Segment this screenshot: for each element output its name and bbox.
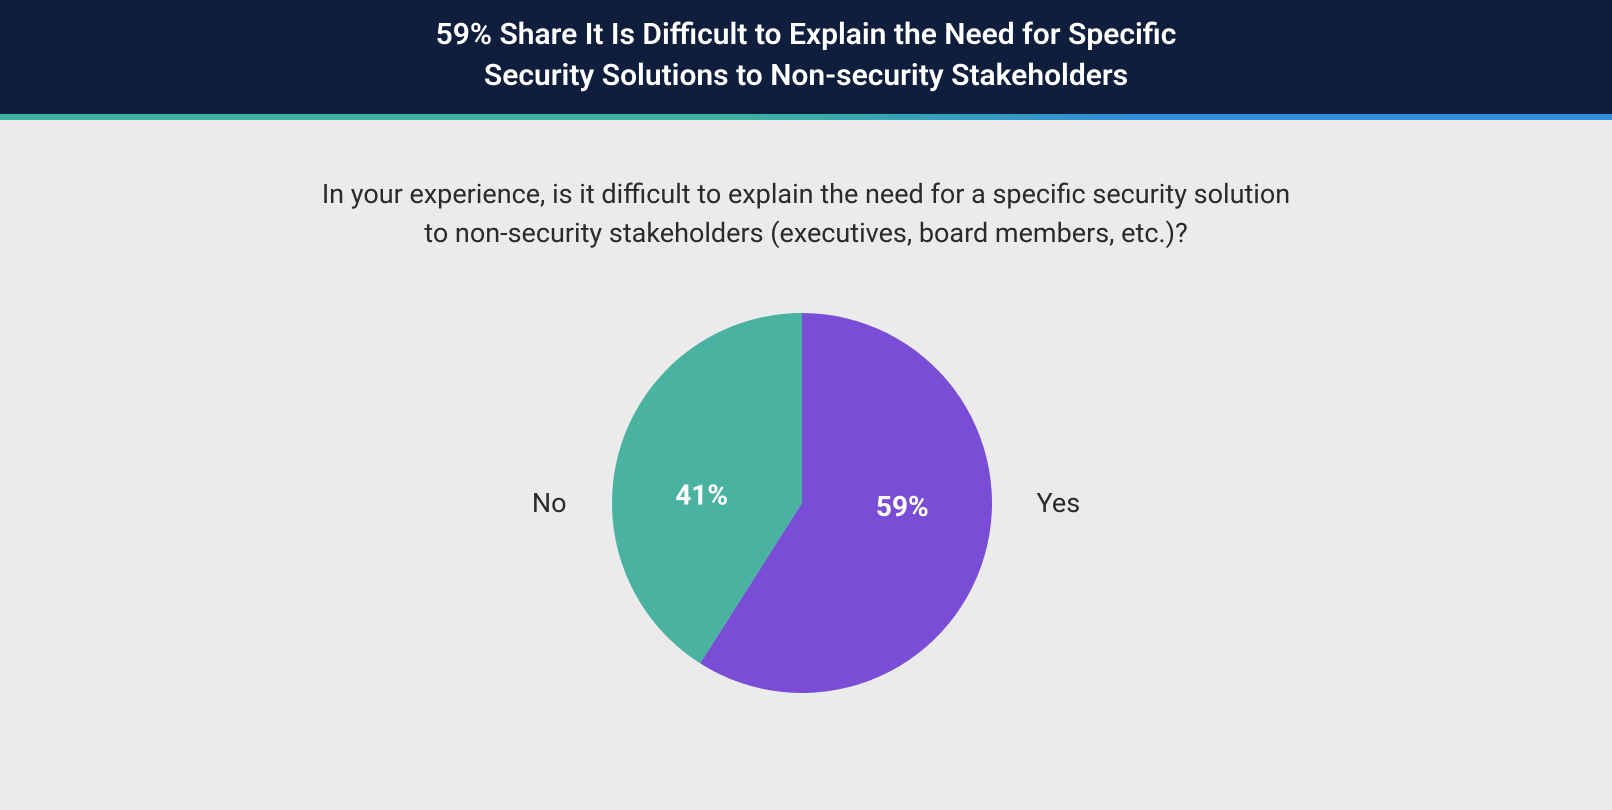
pie-svg: 59% 41% (612, 313, 992, 693)
content-area: In your experience, is it difficult to e… (0, 120, 1612, 693)
pie-chart: 59% 41% (612, 313, 992, 693)
header-title-line1: 59% Share It Is Difficult to Explain the… (40, 15, 1572, 56)
pie-chart-container: No 59% 41% Yes (40, 313, 1572, 693)
pct-label-yes: 59% (875, 491, 928, 524)
header-title-line2: Security Solutions to Non-security Stake… (40, 56, 1572, 97)
header-banner: 59% Share It Is Difficult to Explain the… (0, 0, 1612, 114)
question-line2: to non-security stakeholders (executives… (206, 214, 1406, 253)
label-no: No (532, 487, 567, 519)
label-yes: Yes (1037, 487, 1081, 519)
question-line1: In your experience, is it difficult to e… (206, 175, 1406, 214)
survey-question: In your experience, is it difficult to e… (206, 175, 1406, 253)
pct-label-no: 41% (675, 479, 728, 512)
